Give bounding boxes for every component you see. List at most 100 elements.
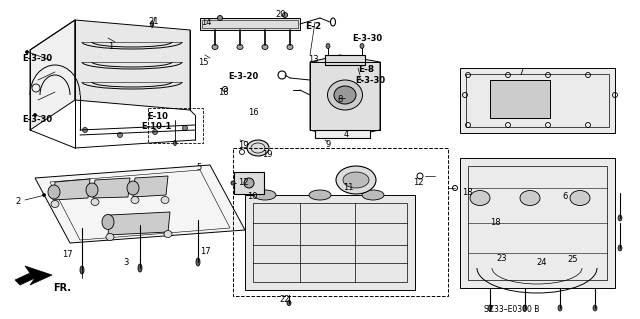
Polygon shape <box>30 20 75 130</box>
Text: E-3-30: E-3-30 <box>22 115 52 124</box>
Text: 14: 14 <box>201 18 211 27</box>
Text: 21: 21 <box>148 17 159 26</box>
Ellipse shape <box>520 190 540 205</box>
Text: 16: 16 <box>248 108 259 117</box>
Bar <box>233 148 448 296</box>
Ellipse shape <box>161 197 169 204</box>
Text: 13: 13 <box>308 55 319 64</box>
Text: 17: 17 <box>62 250 72 259</box>
Ellipse shape <box>244 178 254 188</box>
Ellipse shape <box>182 125 188 130</box>
Ellipse shape <box>33 114 36 116</box>
Ellipse shape <box>488 305 492 311</box>
Polygon shape <box>310 55 380 138</box>
Bar <box>490 80 550 118</box>
Ellipse shape <box>254 190 276 200</box>
Ellipse shape <box>618 245 622 251</box>
Text: E-10-1: E-10-1 <box>141 122 172 131</box>
Text: 20: 20 <box>275 10 285 19</box>
Ellipse shape <box>164 231 172 238</box>
Text: 12: 12 <box>413 178 424 187</box>
Bar <box>325 55 365 65</box>
Ellipse shape <box>218 16 223 20</box>
Ellipse shape <box>131 197 139 204</box>
Text: 24: 24 <box>536 258 547 267</box>
Ellipse shape <box>80 266 84 274</box>
Bar <box>253 203 407 282</box>
Text: 12: 12 <box>238 178 248 187</box>
Ellipse shape <box>336 166 376 194</box>
Text: 17: 17 <box>200 247 211 256</box>
Ellipse shape <box>48 185 60 199</box>
Text: 15: 15 <box>198 58 209 67</box>
Ellipse shape <box>51 201 59 207</box>
Ellipse shape <box>287 300 291 306</box>
Ellipse shape <box>282 12 287 18</box>
Text: 18: 18 <box>490 218 500 227</box>
Ellipse shape <box>196 258 200 266</box>
Text: E-3-30: E-3-30 <box>352 34 382 43</box>
Ellipse shape <box>328 80 362 110</box>
Ellipse shape <box>558 305 562 311</box>
Text: E-3-30: E-3-30 <box>22 54 52 63</box>
Ellipse shape <box>362 190 384 200</box>
Text: 19: 19 <box>238 141 248 150</box>
Ellipse shape <box>118 132 122 137</box>
Text: E-10: E-10 <box>147 112 168 121</box>
Text: 11: 11 <box>343 183 353 192</box>
Text: 1: 1 <box>108 42 113 51</box>
Ellipse shape <box>173 140 177 145</box>
Polygon shape <box>93 178 130 198</box>
Text: 18: 18 <box>462 188 472 197</box>
Bar <box>460 68 615 133</box>
Polygon shape <box>15 266 52 285</box>
Bar <box>460 158 615 288</box>
Ellipse shape <box>334 86 356 104</box>
Text: SZ33–E0300 B: SZ33–E0300 B <box>484 305 540 314</box>
Text: 25: 25 <box>567 255 577 264</box>
Ellipse shape <box>523 305 527 311</box>
Ellipse shape <box>287 44 293 49</box>
Ellipse shape <box>91 198 99 205</box>
Text: 22: 22 <box>279 295 289 304</box>
Ellipse shape <box>247 140 269 156</box>
Ellipse shape <box>150 21 154 27</box>
Ellipse shape <box>237 44 243 49</box>
Polygon shape <box>35 165 245 243</box>
Bar <box>202 20 298 28</box>
Text: 8: 8 <box>337 95 342 104</box>
Text: 3: 3 <box>123 258 129 267</box>
Ellipse shape <box>83 128 88 132</box>
Ellipse shape <box>26 50 29 54</box>
Polygon shape <box>53 179 90 200</box>
Ellipse shape <box>593 305 597 311</box>
Ellipse shape <box>212 44 218 49</box>
Ellipse shape <box>618 215 622 221</box>
Text: 7: 7 <box>518 68 524 77</box>
Ellipse shape <box>127 181 139 195</box>
Ellipse shape <box>152 130 157 135</box>
Text: 23: 23 <box>496 254 507 263</box>
Polygon shape <box>108 212 170 235</box>
Text: 4: 4 <box>344 130 349 139</box>
Ellipse shape <box>102 214 114 229</box>
Text: 2: 2 <box>15 197 20 206</box>
Text: E-3-30: E-3-30 <box>355 76 385 85</box>
Text: 5: 5 <box>196 163 201 172</box>
Text: 19: 19 <box>262 150 273 159</box>
Bar <box>200 18 300 30</box>
Ellipse shape <box>106 234 114 241</box>
Polygon shape <box>245 195 415 290</box>
Bar <box>234 172 264 194</box>
Bar <box>315 130 370 138</box>
Polygon shape <box>133 176 168 197</box>
Ellipse shape <box>309 190 331 200</box>
Ellipse shape <box>138 264 142 272</box>
Ellipse shape <box>343 172 369 188</box>
Text: 6: 6 <box>562 192 568 201</box>
Ellipse shape <box>262 44 268 49</box>
Bar <box>466 74 609 127</box>
Ellipse shape <box>231 181 235 185</box>
Text: E-2: E-2 <box>305 22 321 31</box>
Ellipse shape <box>42 194 45 197</box>
